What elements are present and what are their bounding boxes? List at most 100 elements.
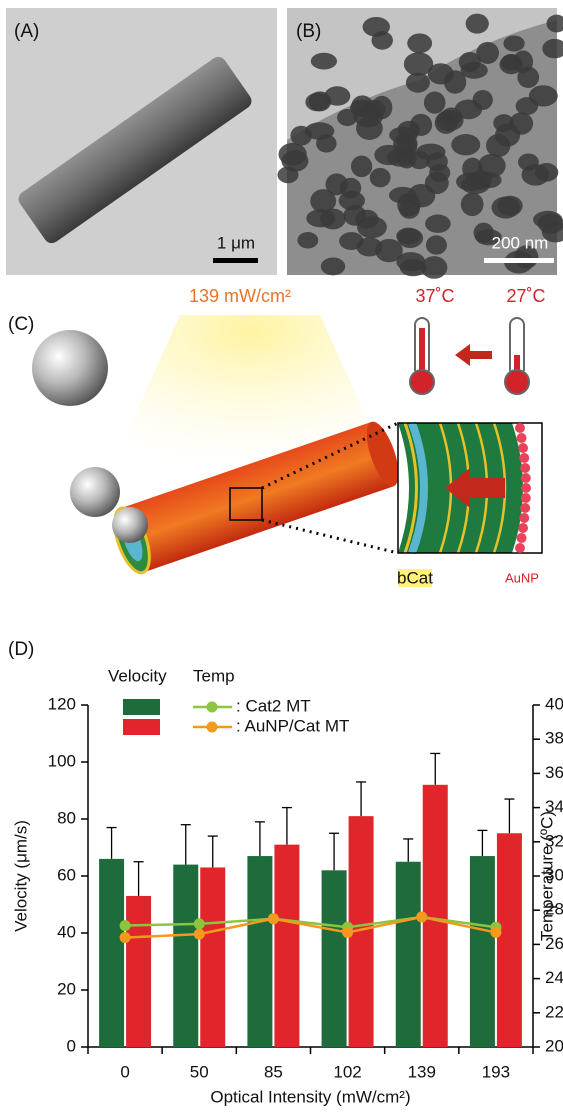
aunp-label: AuNP: [505, 570, 539, 585]
nanoparticle: [305, 92, 330, 112]
nanoparticle: [425, 235, 447, 255]
nanoparticle: [462, 157, 483, 180]
nanoparticle: [423, 91, 446, 114]
zoom-line: [261, 518, 399, 555]
legend-marker: [206, 721, 218, 733]
aunp: [520, 503, 531, 513]
nanoparticle: [503, 35, 525, 52]
y2-tick-label: 30: [545, 865, 563, 884]
point: [119, 932, 131, 944]
nanoparticle: [338, 191, 365, 211]
particles: [277, 13, 563, 279]
nanoparticle: [460, 61, 488, 79]
aunp: [520, 493, 531, 503]
bar: [274, 844, 300, 1047]
aunp: [520, 463, 531, 473]
legend-header: Velocity: [108, 666, 167, 685]
y-tick-label: 0: [67, 1036, 76, 1055]
zoom-inset: [397, 421, 543, 555]
nanoparticle: [429, 163, 451, 182]
nanoparticle: [350, 155, 373, 178]
intensity-label: 139 mW/cm²: [189, 286, 291, 306]
point: [193, 918, 205, 930]
nanoparticle: [389, 126, 418, 144]
bar: [469, 856, 495, 1047]
legend-label: : Cat2 MT: [236, 696, 311, 715]
aunp: [518, 523, 528, 533]
point: [267, 913, 279, 925]
nanoparticle: [281, 150, 309, 172]
nanoparticle: [509, 112, 534, 135]
x-tick-label: 193: [482, 1062, 510, 1081]
y2-tick-label: 20: [545, 1036, 563, 1055]
nanoparticle: [353, 105, 383, 128]
nanoparticle: [409, 113, 433, 136]
x-tick-label: 50: [190, 1062, 209, 1081]
nanoparticle: [325, 173, 348, 196]
nanoparticle: [371, 31, 393, 50]
y2-tick-label: 32: [545, 831, 563, 850]
y2-tick-label: 22: [545, 1002, 563, 1021]
light-beam: [110, 315, 390, 470]
nanoparticle: [320, 208, 346, 230]
y2-tick-label: 36: [545, 763, 563, 782]
x-tick-label: 0: [120, 1062, 129, 1081]
temp-label: 27˚C: [506, 286, 545, 306]
bar: [173, 864, 199, 1047]
y2-tick-label: 38: [545, 729, 563, 748]
nanoparticle: [403, 52, 434, 76]
aunp: [515, 423, 525, 433]
line: [125, 915, 497, 939]
nanoparticle: [407, 33, 433, 54]
panel-label: (D): [8, 639, 34, 660]
y-tick-label: 40: [57, 922, 76, 941]
aunp: [516, 433, 527, 443]
y2-tick-label: 24: [545, 968, 563, 987]
nanoparticle: [476, 41, 499, 65]
scale-bar: [213, 258, 258, 263]
nanoparticle: [388, 186, 417, 204]
bubble: [70, 467, 120, 517]
panel-label: (C): [8, 314, 34, 335]
bar: [247, 856, 273, 1047]
nanoparticle: [491, 196, 520, 219]
zoom-box: [229, 487, 263, 521]
bar: [99, 858, 125, 1047]
nanoparticle: [316, 134, 337, 153]
nanoparticle: [443, 70, 467, 94]
nanoparticle: [533, 210, 563, 229]
y-tick-label: 100: [48, 751, 76, 770]
panel-label: (B): [296, 21, 321, 42]
nanoparticle: [290, 125, 312, 146]
y-tick-label: 20: [57, 979, 76, 998]
y2-tick-label: 34: [545, 797, 563, 816]
nanoparticle: [534, 162, 559, 182]
bar: [496, 833, 522, 1047]
aunp: [520, 473, 531, 483]
aunp: [516, 533, 527, 543]
nanoparticle: [420, 256, 448, 279]
bar: [126, 895, 152, 1047]
thermometer: [409, 317, 435, 395]
x-tick-label: 139: [408, 1062, 436, 1081]
nanoparticle: [357, 216, 387, 239]
bubble: [32, 330, 108, 406]
bcat-label: bCat: [397, 568, 433, 587]
panel-label: (A): [14, 21, 39, 42]
y2-tick-label: 40: [545, 694, 563, 713]
y-tick-label: 60: [57, 865, 76, 884]
nanoparticle: [310, 189, 337, 213]
y-tick-label: 120: [48, 694, 76, 713]
point: [342, 926, 354, 938]
bubble: [112, 507, 148, 543]
x-tick-label: 85: [264, 1062, 283, 1081]
nanoparticle: [374, 144, 404, 166]
aunp-row: [515, 423, 531, 553]
bar: [395, 861, 421, 1047]
nanoparticle: [472, 89, 493, 110]
aunp: [518, 443, 528, 453]
label-highlight: [398, 569, 432, 587]
point: [193, 928, 205, 940]
scale-label: 1 μm: [217, 233, 255, 252]
